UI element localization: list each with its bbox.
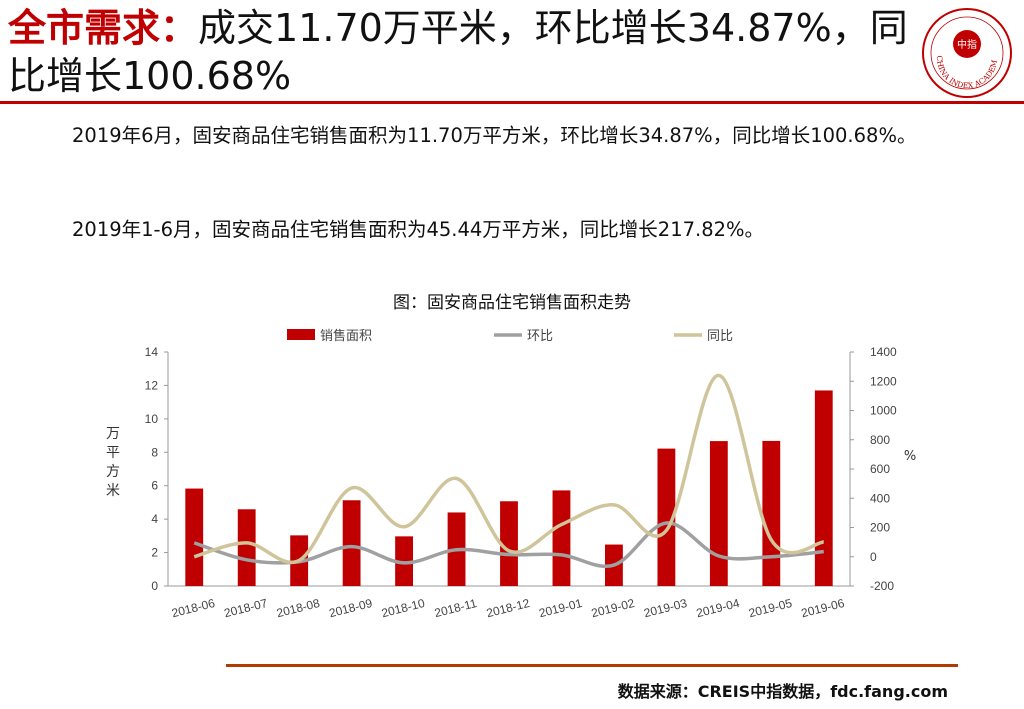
data-source: 数据来源：CREIS中指数据，fdc.fang.com [617, 682, 948, 701]
y-tick-label-left: 14 [145, 345, 159, 359]
y-axis-label-left: 平 [106, 445, 120, 461]
y-tick-label-left: 12 [145, 378, 159, 392]
title-rule [0, 101, 1024, 104]
chart-title: 图：固安商品住宅销售面积走势 [393, 293, 631, 313]
y-tick-label-left: 2 [151, 546, 158, 560]
x-tick-label: 2018-09 [328, 596, 374, 620]
bar-2018-09 [342, 500, 361, 586]
y-tick-label-left: 4 [151, 512, 158, 526]
bar-2018-07 [237, 509, 256, 586]
academy-logo: 中指 CHINA INDEX ACADEMY [917, 0, 1014, 100]
x-tick-label: 2018-11 [433, 596, 479, 620]
x-tick-label: 2018-06 [170, 596, 216, 620]
y-axis-label-left: 方 [106, 464, 120, 480]
x-tick-label: 2019-04 [695, 596, 741, 620]
title-accent: 全市需求： [8, 6, 199, 50]
bar-2019-01 [552, 490, 571, 586]
x-tick-label: 2018-12 [485, 596, 531, 620]
logo-center: 中指 [957, 38, 977, 51]
y-tick-label-right: 1000 [870, 404, 897, 418]
x-tick-label: 2018-07 [223, 596, 269, 620]
legend-label: 销售面积 [320, 328, 372, 344]
x-tick-label: 2019-06 [800, 596, 846, 620]
y-tick-label-right: 1200 [870, 374, 897, 388]
y-tick-label-left: 0 [151, 579, 158, 593]
y-axis-label-left: 万 [106, 426, 120, 442]
y-tick-label-left: 8 [151, 445, 158, 459]
series-line-同比 [193, 373, 825, 564]
bar-2018-12 [500, 501, 518, 586]
bar-2019-05 [762, 440, 781, 586]
y-tick-label-right: 0 [870, 550, 877, 564]
bar-2018-06 [185, 488, 204, 586]
x-tick-label: 2019-01 [537, 596, 583, 620]
x-tick-label: 2019-03 [642, 596, 688, 620]
bar-2019-04 [709, 441, 728, 586]
y-axis-label-right: % [904, 449, 916, 464]
y-tick-label-right: 400 [870, 491, 890, 505]
y-tick-label-right: 600 [870, 462, 890, 476]
paragraph-monthly: 2019年6月，固安商品住宅销售面积为11.70万平方米，环比增长34.87%，… [72, 124, 917, 147]
y-axis-label-left: 米 [106, 483, 120, 499]
legend-label: 同比 [707, 329, 733, 344]
y-tick-label-left: 10 [145, 412, 159, 426]
x-tick-label: 2019-05 [747, 596, 793, 620]
y-tick-label-left: 6 [151, 479, 158, 493]
bar-2019-03 [657, 448, 676, 586]
x-tick-label: 2019-02 [590, 596, 636, 620]
paragraph-ytd: 2019年1-6月，固安商品住宅销售面积为45.44万平方米，同比增长217.8… [72, 218, 765, 241]
page-title: 全市需求：成交11.70万平米，环比增长34.87%，同比增长100.68% [8, 4, 908, 100]
legend-swatch [287, 329, 315, 340]
y-tick-label-right: 800 [870, 433, 890, 447]
title-text: 成交11.70万平米，环比增长34.87%，同比增长100.68% [8, 6, 908, 98]
y-tick-label-right: -200 [870, 579, 894, 593]
y-tick-label-right: 200 [870, 521, 890, 535]
x-tick-label: 2018-08 [275, 596, 321, 620]
x-tick-label: 2018-10 [380, 596, 426, 620]
bar-2019-06 [814, 390, 833, 586]
y-tick-label-right: 1400 [870, 345, 897, 359]
legend-label: 环比 [527, 329, 553, 344]
source-rule [226, 664, 958, 667]
